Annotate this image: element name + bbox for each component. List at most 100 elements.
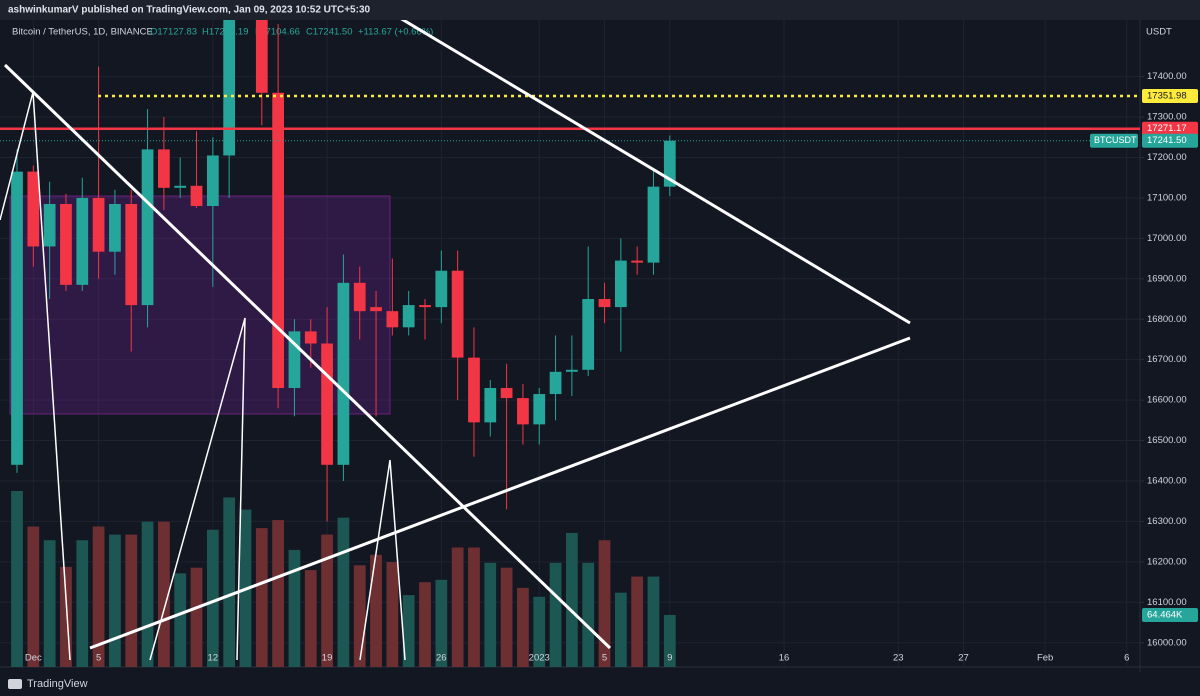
candle-body <box>614 260 627 308</box>
y-tick-label: 17400.00 <box>1147 71 1187 82</box>
volume-bar <box>435 579 448 667</box>
candle-body <box>158 149 170 188</box>
level-tag <box>1142 121 1198 136</box>
y-tick-label: 16100.00 <box>1147 597 1187 608</box>
footer-logo: TradingView <box>8 678 88 690</box>
volume-bar <box>468 547 480 667</box>
x-tick-label: 27 <box>958 653 969 664</box>
volume-bar <box>125 534 138 667</box>
level-tag <box>1142 89 1198 104</box>
x-tick-label: 12 <box>208 653 219 664</box>
volume-tag-label: 64.464K <box>1147 609 1183 620</box>
zigzag-line <box>0 91 71 661</box>
y-tick-label: 16200.00 <box>1147 556 1187 567</box>
x-tick-label: 19 <box>322 653 333 664</box>
candle-body <box>566 369 578 372</box>
footer-brand: TradingView <box>27 678 88 690</box>
volume-bar <box>60 566 72 667</box>
x-tick-label: 5 <box>96 653 101 664</box>
y-tick-label: 16000.00 <box>1147 637 1187 648</box>
x-tick-label: 2023 <box>529 653 550 664</box>
x-tick-label: 16 <box>779 653 790 664</box>
candle-body <box>190 185 203 207</box>
candle-body <box>484 387 497 423</box>
volume-bar <box>109 534 121 667</box>
x-tick-label: Feb <box>1037 653 1053 664</box>
candle-body <box>500 387 513 399</box>
volume-bar <box>566 532 578 667</box>
volume-bar <box>500 567 513 667</box>
candle-body <box>468 357 480 423</box>
candle-body <box>321 343 333 465</box>
y-tick-label: 16700.00 <box>1147 354 1187 365</box>
candle-body <box>11 171 23 465</box>
volume-bar <box>533 596 546 667</box>
volume-bar <box>370 554 382 667</box>
candle-body <box>174 185 187 188</box>
candle-body <box>304 331 317 344</box>
y-tick-label: 16500.00 <box>1147 435 1187 446</box>
candle-body <box>206 155 219 207</box>
volume-bar <box>43 540 56 667</box>
level-tag-label: 17271.17 <box>1147 123 1187 134</box>
candle-body <box>517 398 529 425</box>
candle-body <box>92 197 105 252</box>
x-tick-label: 9 <box>667 653 672 664</box>
candle-body <box>43 203 56 247</box>
volume-bar <box>663 614 676 667</box>
x-tick-label: Dec <box>25 653 42 664</box>
candle-body <box>663 140 676 187</box>
volume-bar <box>631 576 644 667</box>
y-tick-label: 16600.00 <box>1147 395 1187 406</box>
candle-body <box>451 270 464 358</box>
candle-body <box>435 270 448 308</box>
volume-bar <box>451 547 464 667</box>
volume-bar <box>174 573 187 667</box>
trend-line <box>89 336 911 650</box>
legend: Bitcoin / TetherUS, 1D, BINANCE O17127.8… <box>12 27 433 38</box>
volume-bar <box>549 562 562 667</box>
volume-bar <box>272 520 284 667</box>
volume-bar <box>141 521 154 667</box>
candle-body <box>141 149 154 306</box>
legend-low: L17104.66 <box>255 27 300 38</box>
candle-body <box>598 299 611 308</box>
volume-bar <box>190 567 203 667</box>
symbol-tag <box>1090 133 1138 148</box>
candle-body <box>402 305 415 328</box>
y-tick-label: 17000.00 <box>1147 233 1187 244</box>
candle-body <box>533 394 546 425</box>
drawings <box>0 20 911 661</box>
candle-body <box>386 311 399 328</box>
volume-bar <box>337 517 350 667</box>
footer-bar <box>0 672 1200 696</box>
last-price-label: 17241.50 <box>1147 135 1187 146</box>
y-tick-label: 16800.00 <box>1147 314 1187 325</box>
last-price-tag <box>1142 133 1198 148</box>
trend-line <box>3 63 612 650</box>
y-axis-title: USDT <box>1146 27 1172 38</box>
candle-body <box>60 203 72 285</box>
y-tick-label: 16300.00 <box>1147 516 1187 527</box>
x-tick-label: 5 <box>602 653 607 664</box>
candle-body <box>125 203 138 306</box>
candle-body <box>109 203 121 252</box>
logo-icon <box>8 679 22 689</box>
candle-body <box>419 305 431 308</box>
candle-body <box>582 299 595 370</box>
candle-body <box>337 282 350 465</box>
y-tick-label: 17100.00 <box>1147 192 1187 203</box>
volume-bar <box>353 565 366 667</box>
candle-body <box>255 20 268 93</box>
y-tick-label: 16900.00 <box>1147 273 1187 284</box>
legend-symbol: Bitcoin / TetherUS, 1D, BINANCE <box>12 27 153 38</box>
volume-bar <box>206 529 219 667</box>
legend-close: C17241.50 <box>306 27 352 38</box>
x-tick-label: 23 <box>893 653 904 664</box>
volume-bar <box>288 549 301 667</box>
candle-body <box>647 186 660 263</box>
candle-body <box>27 171 40 247</box>
